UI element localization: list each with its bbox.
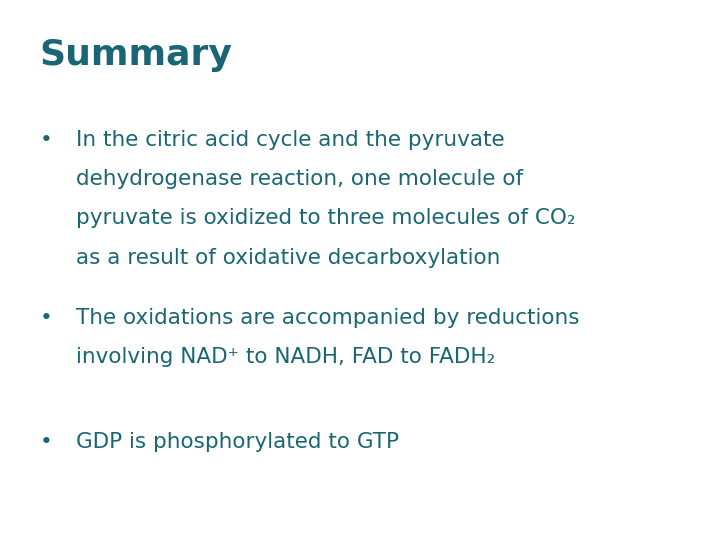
Text: dehydrogenase reaction, one molecule of: dehydrogenase reaction, one molecule of — [76, 169, 523, 189]
Text: •: • — [40, 432, 53, 452]
Text: involving NAD⁺ to NADH, FAD to FADH₂: involving NAD⁺ to NADH, FAD to FADH₂ — [76, 347, 495, 367]
Text: Summary: Summary — [40, 38, 233, 72]
Text: In the citric acid cycle and the pyruvate: In the citric acid cycle and the pyruvat… — [76, 130, 504, 150]
Text: pyruvate is oxidized to three molecules of CO₂: pyruvate is oxidized to three molecules … — [76, 208, 575, 228]
Text: GDP is phosphorylated to GTP: GDP is phosphorylated to GTP — [76, 432, 399, 452]
Text: The oxidations are accompanied by reductions: The oxidations are accompanied by reduct… — [76, 308, 579, 328]
Text: as a result of oxidative decarboxylation: as a result of oxidative decarboxylation — [76, 248, 500, 268]
Text: •: • — [40, 308, 53, 328]
Text: •: • — [40, 130, 53, 150]
